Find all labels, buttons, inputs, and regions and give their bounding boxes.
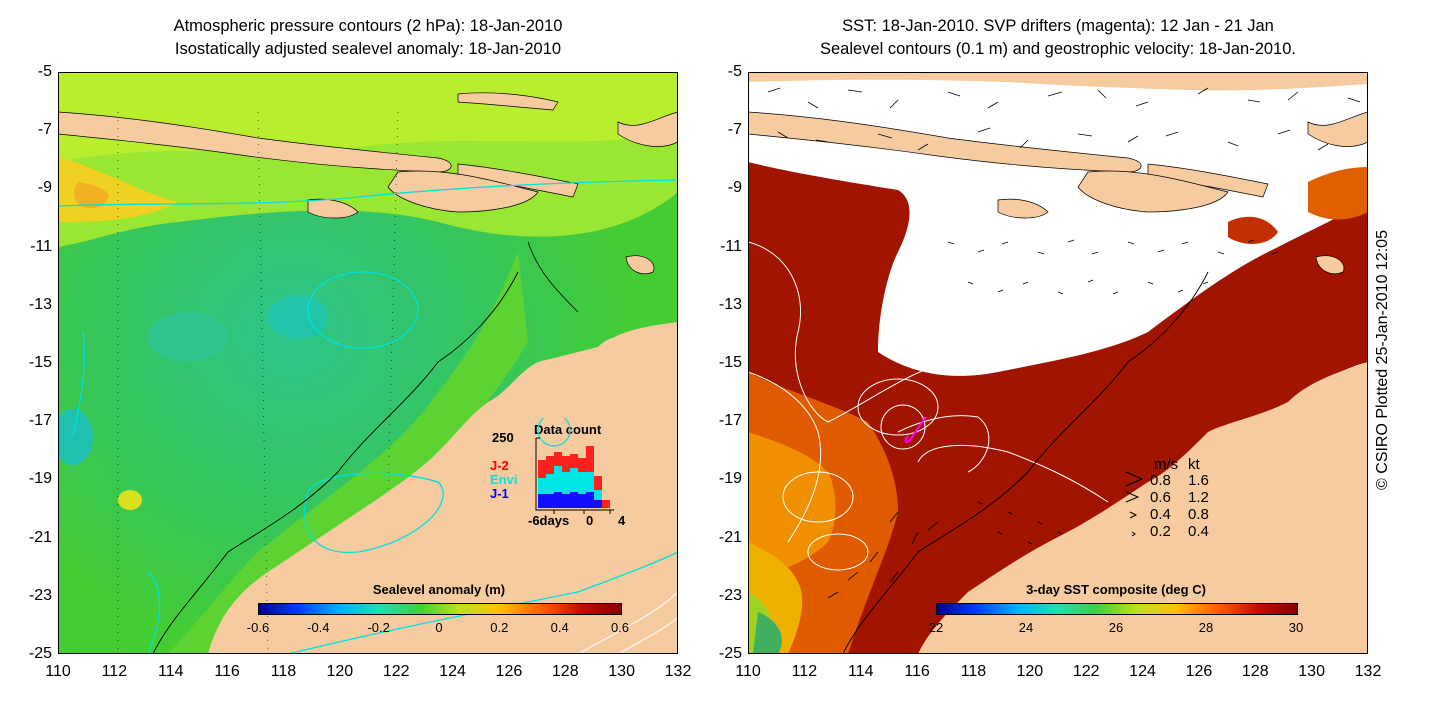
- colorbar-tick-label: 22: [928, 620, 944, 635]
- x-tick-label: 112: [101, 663, 128, 680]
- velocity-legend-header-kt: kt: [1188, 456, 1200, 473]
- left-colorbar-title: Sealevel anomaly (m): [372, 582, 506, 597]
- data-count-xtick-right: 4: [618, 513, 626, 528]
- x-tick-label: 126: [1185, 663, 1213, 680]
- velocity-row-0-ms: 0.8: [1150, 472, 1171, 489]
- y-tick-label: -21: [28, 528, 52, 546]
- x-tick-label: 116: [214, 663, 240, 680]
- velocity-row-1-kt: 1.2: [1188, 489, 1209, 506]
- colorbar-tick-label: 28: [1198, 620, 1214, 635]
- y-tick-label: -23: [28, 586, 52, 604]
- left-colorbar: [258, 603, 622, 615]
- velocity-row-2-ms: 0.4: [1150, 506, 1171, 523]
- colorbar-tick-label: 0.4: [550, 620, 569, 635]
- x-tick-label: 112: [791, 663, 818, 680]
- plot-credit: © CSIRO Plotted 25-Jan-2010 12:05: [1374, 230, 1391, 490]
- colorbar-tick-label: -0.4: [307, 620, 330, 635]
- x-tick-label: 116: [904, 663, 930, 680]
- y-tick-label: -11: [720, 237, 742, 255]
- legend-envi: Envi: [490, 472, 518, 487]
- right-colorbar-title: 3-day SST composite (deg C): [1026, 582, 1206, 597]
- y-tick-label: -19: [718, 470, 742, 488]
- x-tick-label: 120: [1016, 663, 1044, 680]
- colorbar-tick-label: 0.6: [610, 620, 630, 635]
- y-tick-label: -9: [37, 179, 52, 197]
- y-tick-label: -13: [28, 295, 52, 313]
- left-title-line1: Atmospheric pressure contours (2 hPa): 1…: [173, 17, 563, 35]
- right-title-line2: Sealevel contours (0.1 m) and geostrophi…: [819, 40, 1296, 58]
- legend-j2: J-2: [490, 458, 509, 473]
- left-title-line2: Isostatically adjusted sealevel anomaly:…: [174, 40, 562, 58]
- y-tick-label: -7: [37, 121, 52, 139]
- x-tick-label: 128: [551, 663, 579, 680]
- legend-j1: J-1: [490, 486, 509, 501]
- x-tick-label: 122: [1072, 663, 1100, 680]
- velocity-legend-header-ms: m/s: [1154, 456, 1179, 473]
- right-colorbar: [936, 603, 1298, 615]
- velocity-row-1-ms: 0.6: [1150, 489, 1171, 506]
- velocity-row-3-kt: 0.4: [1188, 523, 1209, 540]
- x-tick-label: 124: [439, 663, 466, 680]
- colorbar-tick-label: 0: [435, 620, 443, 635]
- x-tick-label: 128: [1241, 663, 1269, 680]
- x-tick-label: 110: [735, 663, 761, 680]
- colorbar-tick-label: 0.2: [490, 620, 509, 635]
- velocity-row-2-kt: 0.8: [1188, 506, 1209, 523]
- x-tick-label: 122: [382, 663, 410, 680]
- data-count-inset: Data count 250 J-2 Envi J-1 -6days 0 4: [476, 418, 636, 528]
- x-tick-label: 118: [270, 663, 297, 680]
- x-tick-label: 126: [495, 663, 523, 680]
- colorbar-tick-label: 26: [1108, 620, 1124, 635]
- y-tick-label: -15: [718, 354, 742, 371]
- x-tick-label: 114: [157, 663, 184, 680]
- y-tick-label: -25: [28, 645, 52, 662]
- y-tick-label: -19: [28, 470, 52, 488]
- y-tick-label: -17: [718, 412, 742, 430]
- right-title-line1: SST: 18-Jan-2010. SVP drifters (magenta)…: [842, 17, 1274, 35]
- x-tick-label: 132: [664, 663, 692, 680]
- data-count-xtick-mid: 0: [586, 513, 594, 528]
- y-tick-label: -5: [727, 63, 742, 80]
- y-tick-label: -13: [718, 295, 742, 313]
- y-tick-label: -25: [718, 645, 742, 662]
- data-count-xtick-left: -6days: [528, 513, 570, 528]
- left-sealevel-map: [58, 72, 678, 654]
- x-tick-label: 118: [960, 663, 987, 680]
- x-tick-label: 130: [608, 663, 635, 680]
- y-tick-label: -15: [28, 354, 52, 371]
- velocity-row-3-ms: 0.2: [1150, 523, 1171, 540]
- y-tick-label: -21: [718, 528, 742, 546]
- y-tick-label: -7: [727, 121, 742, 139]
- x-tick-label: 124: [1129, 663, 1156, 680]
- data-count-ymax: 250: [492, 430, 514, 445]
- colorbar-tick-label: 30: [1288, 620, 1304, 635]
- x-tick-label: 130: [1298, 663, 1325, 680]
- data-count-bars: [535, 418, 614, 514]
- right-sst-map: [748, 72, 1368, 654]
- colorbar-tick-label: 24: [1018, 620, 1034, 635]
- data-count-title: Data count: [534, 422, 602, 437]
- y-tick-label: -17: [28, 412, 52, 430]
- colorbar-tick-label: -0.6: [246, 620, 270, 635]
- y-tick-label: -11: [30, 237, 52, 255]
- x-tick-label: 114: [847, 663, 874, 680]
- y-tick-label: -23: [718, 586, 742, 604]
- velocity-legend-arrows: [1125, 471, 1144, 537]
- velocity-row-0-kt: 1.6: [1188, 472, 1209, 489]
- y-tick-label: -9: [727, 179, 742, 197]
- x-tick-label: 132: [1354, 663, 1382, 680]
- colorbar-tick-label: -0.2: [367, 620, 390, 635]
- y-tick-label: -5: [37, 63, 52, 80]
- x-tick-label: 120: [326, 663, 354, 680]
- x-tick-label: 110: [45, 663, 71, 680]
